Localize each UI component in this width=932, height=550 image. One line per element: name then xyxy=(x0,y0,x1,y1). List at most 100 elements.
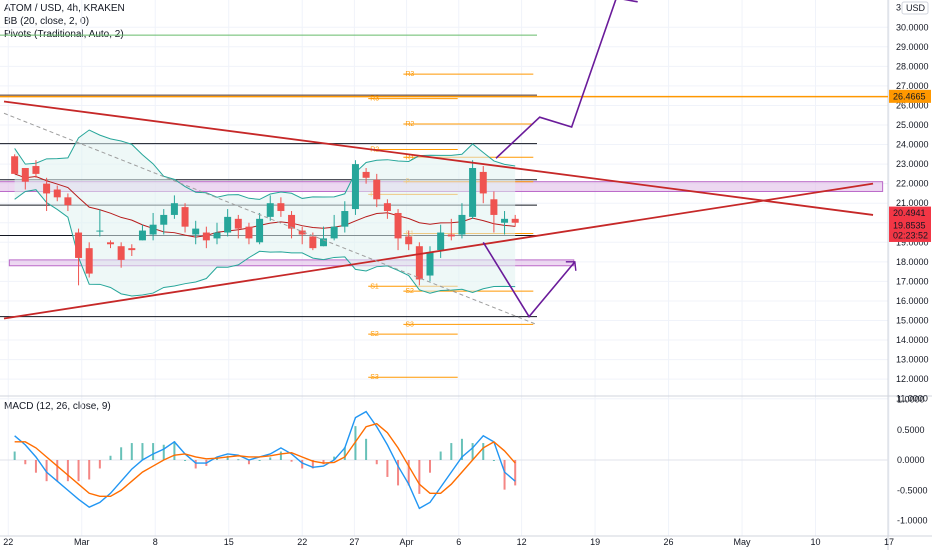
candle-body xyxy=(85,248,93,274)
candle-body xyxy=(330,226,338,239)
macd-histogram-bar xyxy=(279,451,282,460)
candle-body xyxy=(75,232,83,258)
projection-path-down xyxy=(482,241,576,318)
macd-axis-tick: -1.0000 xyxy=(897,516,928,526)
pivot-label: S2 xyxy=(405,288,414,295)
price-badge-box xyxy=(889,206,931,220)
candle-body xyxy=(309,236,317,249)
price-axis-tick: 12.0000 xyxy=(896,374,929,384)
macd-histogram-bar xyxy=(365,438,368,460)
price-axis-tick: 15.0000 xyxy=(896,316,929,326)
candle-body xyxy=(202,232,210,241)
signal-line xyxy=(14,422,516,497)
candle-body xyxy=(128,248,136,251)
macd-histogram-bar xyxy=(194,460,197,469)
time-axis-tick: 15 xyxy=(224,537,234,547)
symbol-title: ATOM / USD, 4h, KRAKEN xyxy=(4,3,125,14)
price-axis-tick: 11.0000 xyxy=(896,394,928,404)
candle-body xyxy=(170,203,178,215)
macd-histogram-bar xyxy=(418,460,421,494)
pivots-indicator-label: Pivots (Traditional, Auto, 2) xyxy=(4,29,124,40)
macd-histogram-bar xyxy=(120,447,123,460)
candle-body xyxy=(490,199,498,215)
time-axis-tick: Apr xyxy=(400,537,414,547)
currency-badge: USD xyxy=(906,3,926,13)
macd-histogram-bar xyxy=(45,460,48,482)
price-axis-tick: 24.0000 xyxy=(896,140,929,150)
macd-line xyxy=(14,410,516,510)
price-axis-tick: 25.0000 xyxy=(896,120,929,130)
macd-histogram-bar xyxy=(24,460,27,465)
macd-histogram-bar xyxy=(503,460,506,490)
pivot-label: S1 xyxy=(370,283,379,290)
time-axis-tick: May xyxy=(734,537,752,547)
price-badge-label: 19.8535 xyxy=(893,221,926,231)
macd-histogram-bar xyxy=(301,460,304,469)
candle-body xyxy=(64,197,72,206)
macd-histogram-bar xyxy=(343,447,346,460)
candle-body xyxy=(447,234,455,237)
candle-body xyxy=(394,212,402,239)
candle-body xyxy=(32,166,40,174)
macd-histogram-bar xyxy=(290,460,293,462)
time-axis-tick: 8 xyxy=(153,537,158,547)
price-badge-label: 02:23:52 xyxy=(893,230,928,240)
candle-body xyxy=(405,236,413,245)
candle-body xyxy=(117,246,125,260)
macd-histogram-bar xyxy=(88,460,91,480)
bb-upper-line xyxy=(14,129,516,200)
projection-arrowhead xyxy=(565,261,577,271)
macd-histogram-bar xyxy=(258,460,261,461)
bb-lower-line xyxy=(14,189,516,297)
candle-body xyxy=(277,203,285,212)
time-axis-tick: 6 xyxy=(456,537,461,547)
macd-histogram-bar xyxy=(450,443,453,460)
macd-histogram-bar xyxy=(386,460,389,477)
macd-histogram-bar xyxy=(322,460,325,465)
price-axis-tick: 16.0000 xyxy=(896,296,929,306)
macd-histogram-bar xyxy=(162,444,165,460)
time-axis-tick: 17 xyxy=(884,537,894,547)
price-badge-box xyxy=(889,89,931,103)
bb-band-fill xyxy=(14,130,516,296)
macd-histogram-bar xyxy=(66,460,69,482)
candle-body xyxy=(373,179,381,200)
candle-body xyxy=(234,218,242,229)
time-axis-tick: 26 xyxy=(664,537,674,547)
candle-body xyxy=(224,216,232,233)
price-axis-tick: 21.0000 xyxy=(896,198,929,208)
time-axis-tick: Mar xyxy=(74,537,90,547)
candle-body xyxy=(138,230,146,241)
currency-badge-box xyxy=(901,1,929,15)
macd-histogram-bar xyxy=(311,460,314,469)
candle-body xyxy=(469,168,477,217)
macd-histogram-bar xyxy=(237,459,240,461)
macd-histogram-bar xyxy=(492,460,495,461)
macd-histogram-bar xyxy=(184,460,187,461)
macd-histogram-bar xyxy=(269,457,272,460)
macd-axis-tick: -0.5000 xyxy=(897,485,928,495)
time-axis-tick: 22 xyxy=(297,537,307,547)
trendline xyxy=(3,100,874,216)
price-axis-tick: 29.0000 xyxy=(896,42,929,52)
time-axis-tick: 10 xyxy=(811,537,821,547)
pivot-label: R1 xyxy=(405,154,414,161)
bb-indicator-label: BB (20, close, 2, 0) xyxy=(4,16,90,27)
candle-body xyxy=(415,246,423,280)
candle-body xyxy=(192,228,200,235)
macd-histogram-bar xyxy=(98,460,101,469)
pivot-label: R2 xyxy=(405,121,414,128)
price-axis-tick: 13.0000 xyxy=(896,355,929,365)
candle-body xyxy=(181,207,189,227)
candle-body xyxy=(383,203,391,212)
macd-histogram-bar xyxy=(439,451,442,460)
macd-histogram-bar xyxy=(141,443,144,460)
bb-basis-line xyxy=(14,173,516,238)
macd-histogram-bar xyxy=(173,441,176,460)
candle-body xyxy=(11,156,19,174)
trendline xyxy=(3,182,874,320)
price-axis-tick: 17.0000 xyxy=(896,276,929,286)
candle-body xyxy=(213,232,221,239)
price-axis-tick: 30.0000 xyxy=(896,22,929,32)
